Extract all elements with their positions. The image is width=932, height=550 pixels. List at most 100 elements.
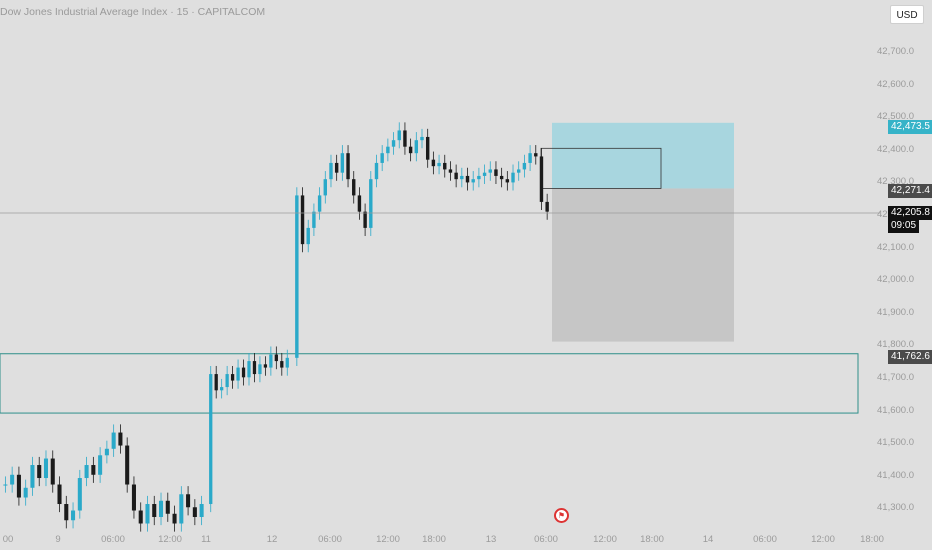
zone-price-badge: 41,762.6 — [888, 350, 932, 364]
time-axis-label: 9 — [55, 534, 61, 545]
candle-body — [165, 500, 170, 514]
candle-body — [220, 387, 224, 391]
time-axis-label: 12 — [266, 534, 278, 545]
us-flag-icon[interactable]: ⚑ — [554, 508, 569, 523]
candle-body — [241, 367, 246, 378]
candle-body — [374, 162, 379, 180]
time-axis-label: 14 — [702, 534, 714, 545]
candle-body — [43, 458, 49, 479]
candle-body — [414, 140, 419, 154]
candle-body — [420, 136, 424, 141]
candle-body — [274, 354, 278, 362]
candle-body — [312, 211, 316, 228]
candle-body — [300, 195, 305, 245]
candle-body — [494, 169, 498, 176]
candle-body — [380, 153, 384, 163]
entry-price-badge: 42,271.4 — [888, 184, 932, 198]
candle-body — [152, 504, 157, 518]
time-axis-label: 12:00 — [376, 534, 400, 545]
candle-body — [258, 364, 262, 375]
candle-body — [125, 445, 130, 485]
candle-body — [317, 195, 322, 212]
candle-body — [209, 374, 213, 505]
candle-body — [199, 504, 204, 518]
candle-body — [408, 146, 413, 154]
candle-body — [505, 179, 510, 183]
candle-body — [230, 374, 235, 381]
candle-body — [57, 484, 62, 505]
candle-body — [247, 361, 251, 378]
time-axis-label: 06:00 — [753, 534, 777, 545]
price-axis-label: 41,800.0 — [877, 339, 914, 351]
time-axis-label: 12:00 — [158, 534, 182, 545]
chart-title: Dow Jones Industrial Average Index · 15 … — [0, 6, 266, 18]
candle-body — [91, 465, 96, 475]
candle-body — [145, 504, 150, 524]
candle-body — [252, 361, 257, 375]
candle-body — [329, 162, 333, 180]
candle-body — [425, 136, 430, 160]
candle-body — [30, 465, 35, 488]
candle-body — [104, 448, 109, 456]
time-axis-label: 00 — [2, 534, 14, 545]
time-axis-label: 11 — [201, 534, 211, 545]
target-zone — [552, 122, 734, 189]
price-axis-label: 41,500.0 — [877, 437, 914, 449]
candle-body — [357, 195, 362, 212]
candle-body — [214, 374, 218, 391]
time-axis-label: 06:00 — [101, 534, 125, 545]
price-axis-label: 42,400.0 — [877, 143, 914, 155]
candle-body — [437, 162, 441, 167]
countdown-badge: 09:05 — [888, 219, 920, 233]
candle-body — [448, 169, 453, 173]
target-price-badge: 42,473.5 — [888, 120, 932, 134]
candle-body — [16, 474, 21, 498]
candle-body — [186, 494, 191, 508]
candle-body — [306, 227, 310, 245]
price-axis-label: 42,500.0 — [877, 111, 914, 123]
candle-body — [431, 159, 436, 167]
candle-body — [482, 172, 487, 176]
candle-body — [3, 484, 8, 486]
time-axis-label: 18:00 — [860, 534, 884, 545]
candle-body — [131, 484, 136, 511]
price-axis-label: 41,900.0 — [877, 306, 914, 318]
candle-body — [545, 201, 549, 212]
candle-body — [477, 175, 481, 180]
candle-body — [522, 162, 527, 170]
candle-body — [340, 153, 345, 173]
candle-body — [517, 169, 521, 173]
candle-body — [488, 169, 492, 173]
candle-body — [443, 162, 447, 170]
candle-body — [37, 465, 42, 479]
candle-body — [285, 357, 289, 368]
candle-body — [369, 179, 373, 228]
time-axis-label: 12:00 — [593, 534, 617, 545]
candle-body — [158, 500, 164, 518]
time-axis-label: 12:00 — [811, 534, 835, 545]
current-price-badge: 42,205.8 — [888, 206, 932, 220]
price-axis-label: 41,400.0 — [877, 469, 914, 481]
candle-body — [454, 172, 458, 180]
candle-body — [363, 211, 367, 228]
candle-body — [465, 175, 470, 183]
candle-body — [84, 465, 89, 479]
candle-body — [263, 364, 268, 368]
candle-body — [534, 153, 538, 157]
price-axis-label: 42,300.0 — [877, 176, 914, 188]
candle-body — [118, 432, 123, 446]
price-axis-label: 42,000.0 — [877, 274, 914, 286]
candle-body — [77, 478, 82, 511]
candle-body — [403, 130, 407, 147]
time-axis-label: 06:00 — [318, 534, 342, 545]
currency-button[interactable]: USD — [890, 5, 924, 24]
candle-body — [280, 361, 284, 368]
candle-body — [236, 367, 240, 381]
demand-zone — [0, 353, 859, 414]
candle-body — [295, 195, 299, 358]
candle-body — [111, 432, 116, 449]
candle-body — [511, 172, 515, 183]
candle-body — [391, 140, 396, 147]
